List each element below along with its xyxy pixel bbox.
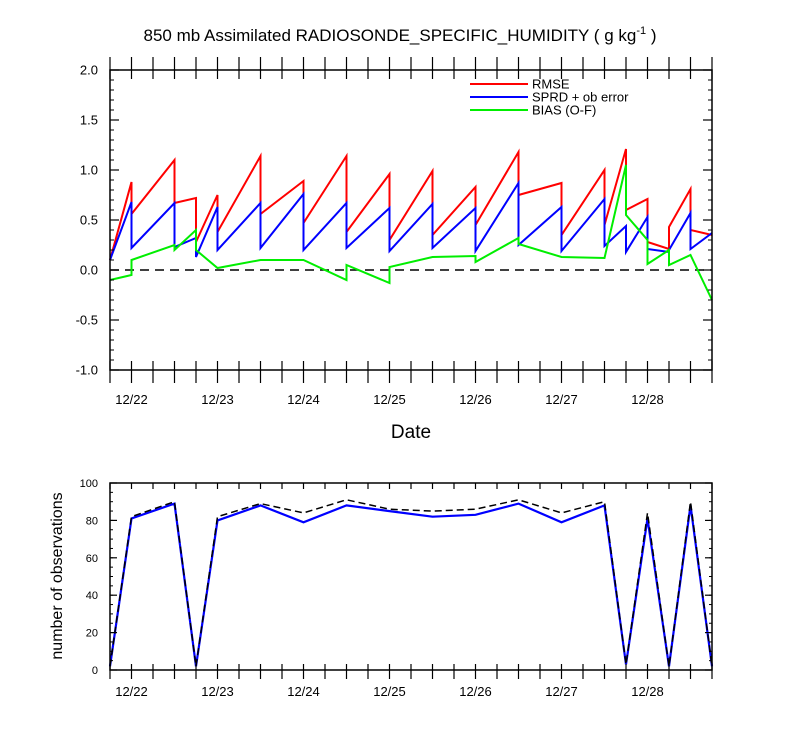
observation-count-plot: 0 20 40 60 80 100 12/22 12/23 12/24 12/25 12/26 12/… xyxy=(49,478,714,699)
bottom-x-tick-label: 12/27 xyxy=(545,684,578,699)
bottom-y-tick-label: 60 xyxy=(86,553,98,565)
bottom-x-tick-label: 12/26 xyxy=(459,684,492,699)
y-tick-label: -1.0 xyxy=(76,363,98,378)
bottom-y-tick-label: 80 xyxy=(86,515,98,527)
obs-line-observations-used xyxy=(108,502,714,667)
x-tick-label: 12/25 xyxy=(373,392,406,407)
x-tick-label: 12/24 xyxy=(287,392,320,407)
top-plot-frame xyxy=(109,69,713,371)
series-line-sprd-ob-error xyxy=(109,179,713,261)
bottom-y-tick-label: 20 xyxy=(86,628,98,640)
y-tick-label: 0.5 xyxy=(80,213,98,228)
y-tick-label: 2.0 xyxy=(80,63,98,78)
bottom-x-tick-label: 12/22 xyxy=(115,684,148,699)
legend-label-sprd-ob-error: SPRD + ob error xyxy=(532,90,629,105)
x-tick-label: 12/23 xyxy=(201,392,234,407)
chart-title-main: 850 mb Assimilated RADIOSONDE_SPECIFIC_H… xyxy=(144,26,637,45)
chart-title: 850 mb Assimilated RADIOSONDE_SPECIFIC_H… xyxy=(144,25,657,45)
series-line-rmse xyxy=(109,148,713,261)
bottom-x-tick-label: 12/28 xyxy=(631,684,664,699)
legend-label-bias-o-f: BIAS (O-F) xyxy=(532,103,596,118)
x-tick-label: 12/22 xyxy=(115,392,148,407)
rmse-spread-bias-plot: 2.0 1.5 1.0 0.5 0.0 -0.5 -1.0 12/22 12/23 12/24 12… xyxy=(76,57,713,443)
bottom-x-tick-label: 12/23 xyxy=(201,684,234,699)
y-tick-label: -0.5 xyxy=(76,313,98,328)
bottom-y-tick-label: 100 xyxy=(80,478,98,490)
y-tick-label: 0.0 xyxy=(80,263,98,278)
bottom-y-axis-label: number of observations xyxy=(49,492,66,659)
chart-title-end: ) xyxy=(646,26,656,45)
bottom-y-tick-label: 40 xyxy=(86,590,98,602)
chart-title-superscript: -1 xyxy=(636,25,646,37)
series-line-bias-o-f xyxy=(109,164,713,301)
bottom-x-tick-label: 12/24 xyxy=(287,684,320,699)
x-tick-label: 12/28 xyxy=(631,392,664,407)
y-tick-label: 1.5 xyxy=(80,113,98,128)
legend-label-rmse: RMSE xyxy=(532,77,570,92)
bottom-x-tick-label: 12/25 xyxy=(373,684,406,699)
obs-line-observations-possible xyxy=(109,499,713,667)
x-axis-label: Date xyxy=(391,422,431,443)
y-tick-label: 1.0 xyxy=(80,163,98,178)
x-tick-label: 12/26 xyxy=(459,392,492,407)
x-tick-label: 12/27 xyxy=(545,392,578,407)
bottom-y-tick-label: 0 xyxy=(92,665,98,677)
